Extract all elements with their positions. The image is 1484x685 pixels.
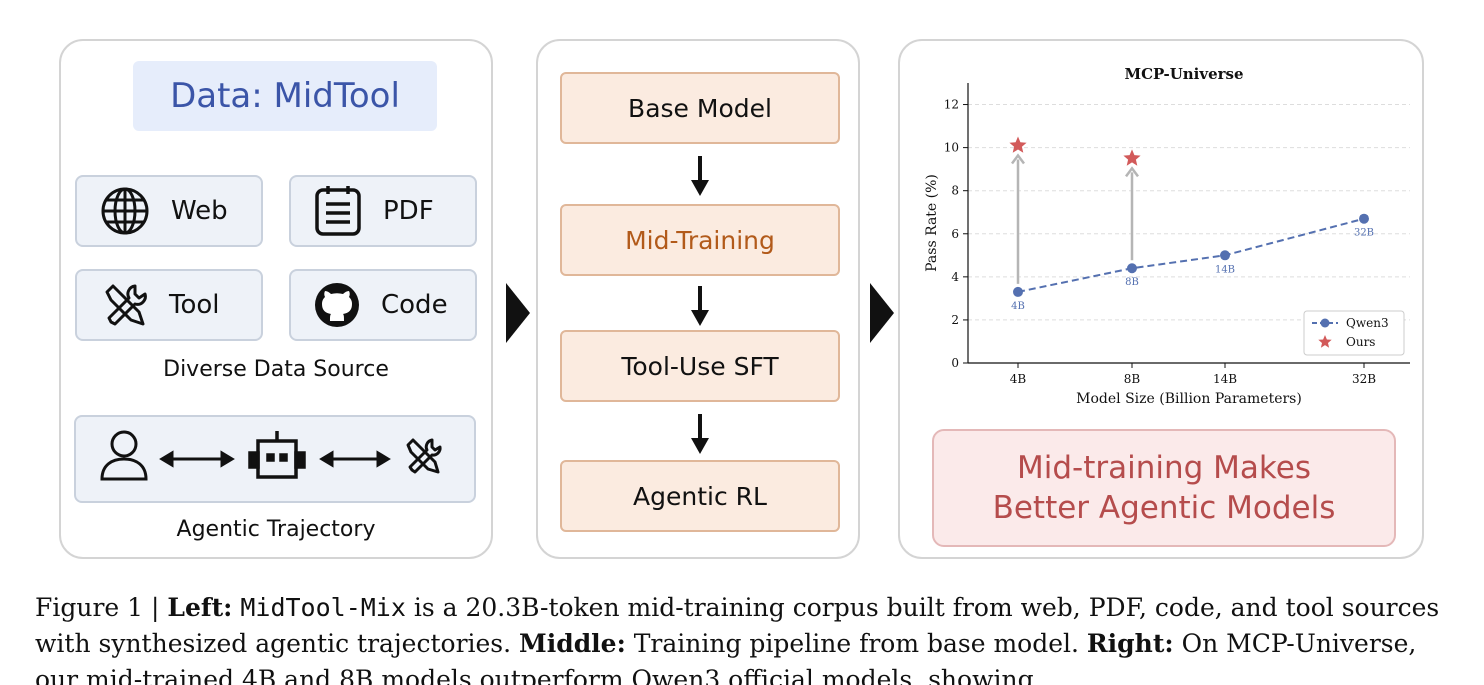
y-tick-label: 2	[951, 313, 959, 327]
data-point-qwen3	[1127, 263, 1137, 274]
data-panel: Data: MidTool Web PDF	[59, 39, 493, 559]
x-tick-label: 14B	[1213, 372, 1237, 386]
point-label: 14B	[1215, 264, 1235, 275]
y-tick-label: 4	[951, 270, 959, 284]
point-label: 4B	[1011, 301, 1025, 312]
data-point-ours	[1123, 149, 1141, 166]
stage-base-model: Base Model	[560, 72, 840, 144]
source-pdf: PDF	[289, 175, 477, 247]
data-point-ours	[1009, 136, 1027, 153]
data-point-qwen3	[1013, 286, 1023, 297]
x-tick-label: 8B	[1124, 372, 1141, 386]
caption-prefix: Figure 1 |	[35, 593, 168, 622]
point-label: 8B	[1125, 277, 1139, 288]
stage-mid-training: Mid-Training	[560, 204, 840, 276]
improvement-arrowhead	[1011, 153, 1025, 165]
data-title: Data: MidTool	[133, 61, 437, 131]
github-icon	[315, 283, 359, 327]
source-web: Web	[75, 175, 263, 247]
tools-icon	[406, 438, 442, 474]
stage-agentic-rl: Agentic RL	[560, 460, 840, 532]
legend-marker-qwen3	[1320, 318, 1330, 328]
trajectory-caption: Agentic Trajectory	[176, 517, 376, 542]
down-arrow-icon	[691, 414, 709, 454]
chart-title: MCP-Universe	[1124, 65, 1243, 83]
claim-box: Mid-training Makes Better Agentic Models	[932, 429, 1396, 547]
caption-mix-name: MidTool-Mix	[240, 593, 406, 622]
y-axis-label: Pass Rate (%)	[924, 174, 940, 272]
flow-arrow-icon	[506, 283, 530, 343]
x-tick-label: 4B	[1010, 372, 1027, 386]
series-line-qwen3	[1017, 217, 1365, 293]
source-label: PDF	[383, 196, 434, 226]
source-code: Code	[289, 269, 477, 341]
x-tick-label: 32B	[1352, 372, 1376, 386]
data-point-qwen3	[1220, 250, 1230, 261]
robot-icon	[248, 431, 306, 479]
tools-icon	[105, 284, 147, 326]
arrow-both-icon	[319, 450, 391, 468]
legend-label: Ours	[1346, 335, 1375, 349]
point-label: 32B	[1354, 228, 1374, 239]
stage-tool-use-sft: Tool-Use SFT	[560, 330, 840, 402]
improvement-arrowhead	[1125, 166, 1139, 178]
y-tick-label: 10	[944, 141, 959, 155]
x-axis-label: Model Size (Billion Parameters)	[1076, 391, 1302, 407]
sources-caption: Diverse Data Source	[163, 357, 389, 382]
flow-arrow-icon	[870, 283, 894, 343]
source-tool: Tool	[75, 269, 263, 341]
legend-marker-ours	[1318, 335, 1332, 348]
results-panel: MCP-Universe 0 2 4 6 8 10 12 4B 8B 14B 32B Model Siz…	[898, 39, 1424, 559]
caption-left-text: is a 20.3B-token mid-training corpus bui…	[35, 593, 1440, 658]
caption-middle-text: Training pipeline from base model.	[625, 629, 1087, 658]
y-tick-label: 12	[944, 98, 959, 112]
y-tick-label: 8	[951, 184, 959, 198]
figure-caption: Figure 1 | Left: MidTool-Mix is a 20.3B-…	[35, 590, 1455, 685]
trajectory-box	[74, 415, 476, 503]
claim-line: Better Agentic Models	[992, 490, 1336, 526]
down-arrow-icon	[691, 156, 709, 196]
source-label: Code	[381, 290, 448, 320]
caption-right-label: Right:	[1086, 629, 1174, 658]
source-label: Tool	[169, 290, 220, 320]
claim-line: Mid-training Makes	[1017, 450, 1311, 486]
document-icon	[315, 186, 361, 236]
caption-middle-label: Middle:	[519, 629, 626, 658]
source-label: Web	[171, 196, 228, 226]
user-icon	[100, 430, 148, 481]
legend-label: Qwen3	[1346, 316, 1389, 330]
y-tick-label: 6	[951, 227, 959, 241]
mcp-universe-chart: MCP-Universe 0 2 4 6 8 10 12 4B 8B 14B 32B Model Siz…	[924, 65, 1410, 407]
globe-icon	[101, 187, 149, 235]
down-arrow-icon	[691, 286, 709, 326]
pipeline-panel: Base Model Mid-Training Tool-Use SFT Age…	[536, 39, 860, 559]
caption-left-label: Left:	[167, 593, 233, 622]
caption-right-text: On MCP-Universe, our mid-trained 4B and …	[35, 629, 1417, 685]
y-tick-label: 0	[951, 356, 959, 370]
trajectory-flow	[100, 430, 442, 481]
arrow-both-icon	[159, 450, 235, 468]
data-point-qwen3	[1359, 213, 1369, 224]
